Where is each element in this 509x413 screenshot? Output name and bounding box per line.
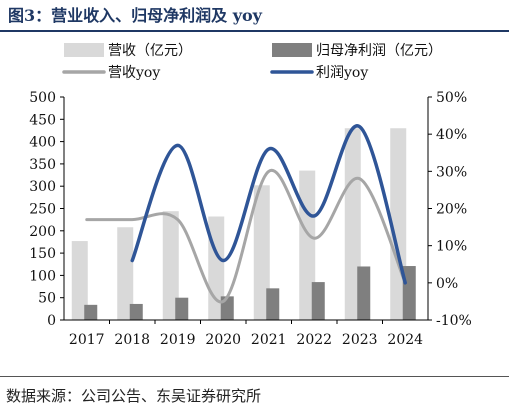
x-tick-label: 2021	[251, 332, 287, 348]
legend-swatch	[64, 43, 104, 57]
bar-revenue-2018	[117, 227, 134, 320]
bar-profit-2020	[220, 296, 234, 320]
figure-title: 图3：营业收入、归母净利润及 yoy	[8, 6, 262, 25]
bar-revenue-2023	[344, 128, 361, 320]
bar-profit-2021	[266, 288, 280, 320]
right-tick-label: 10%	[436, 239, 467, 255]
legend-label: 营收yoy	[108, 65, 160, 81]
legend-label: 利润yoy	[316, 65, 368, 81]
bar-profit-2017	[84, 304, 98, 320]
right-tick-label: 40%	[436, 127, 467, 143]
x-tick-label: 2022	[296, 332, 332, 348]
left-tick-label: 400	[29, 135, 56, 151]
left-tick-label: 500	[29, 90, 56, 106]
legend-label: 营收（亿元）	[108, 43, 192, 59]
right-tick-label: 0%	[436, 276, 458, 292]
left-tick-label: 50	[38, 291, 56, 307]
bar-revenue-2017	[71, 241, 88, 320]
left-tick-label: 100	[29, 268, 56, 284]
left-tick-label: 0	[47, 313, 56, 329]
x-tick-label: 2020	[205, 332, 241, 348]
left-tick-label: 250	[29, 202, 56, 218]
lines-layer	[85, 124, 407, 304]
left-tick-label: 450	[29, 112, 56, 128]
bar-profit-2023	[357, 266, 371, 320]
legend: 营收（亿元） 归母净利润（亿元） 营收yoy 利润yoy	[62, 42, 442, 81]
axes-layer: 0 50 100 150 200 250 300 350 400 450 500 -10% 0% 10% 2…	[29, 90, 472, 348]
source-note: 数据来源：公司公告、东吴证券研究所	[6, 387, 262, 405]
bars-layer	[71, 128, 416, 320]
right-tick-label: 50%	[436, 90, 467, 106]
bar-profit-2022	[311, 282, 325, 320]
legend-label: 归母净利润（亿元）	[316, 42, 442, 59]
right-tick-label: -10%	[436, 313, 472, 329]
bar-profit-2018	[129, 303, 143, 320]
left-tick-label: 150	[29, 246, 56, 262]
x-tick-label: 2018	[114, 332, 150, 348]
left-tick-label: 200	[29, 224, 56, 240]
title-divider	[0, 30, 509, 32]
line-revenue-yoy	[85, 168, 407, 304]
x-tick-label: 2023	[342, 332, 378, 348]
bar-revenue-2021	[253, 185, 270, 320]
legend-swatch	[272, 43, 312, 57]
x-tick-label: 2024	[387, 332, 423, 348]
bar-revenue-2019	[162, 211, 179, 320]
source-divider	[0, 376, 509, 377]
right-tick-label: 20%	[436, 202, 467, 218]
bar-profit-2019	[175, 297, 189, 320]
x-tick-label: 2017	[69, 332, 105, 348]
x-tick-label: 2019	[160, 332, 196, 348]
left-tick-label: 300	[29, 179, 56, 195]
left-tick-label: 350	[29, 157, 56, 173]
right-tick-label: 30%	[436, 164, 467, 180]
